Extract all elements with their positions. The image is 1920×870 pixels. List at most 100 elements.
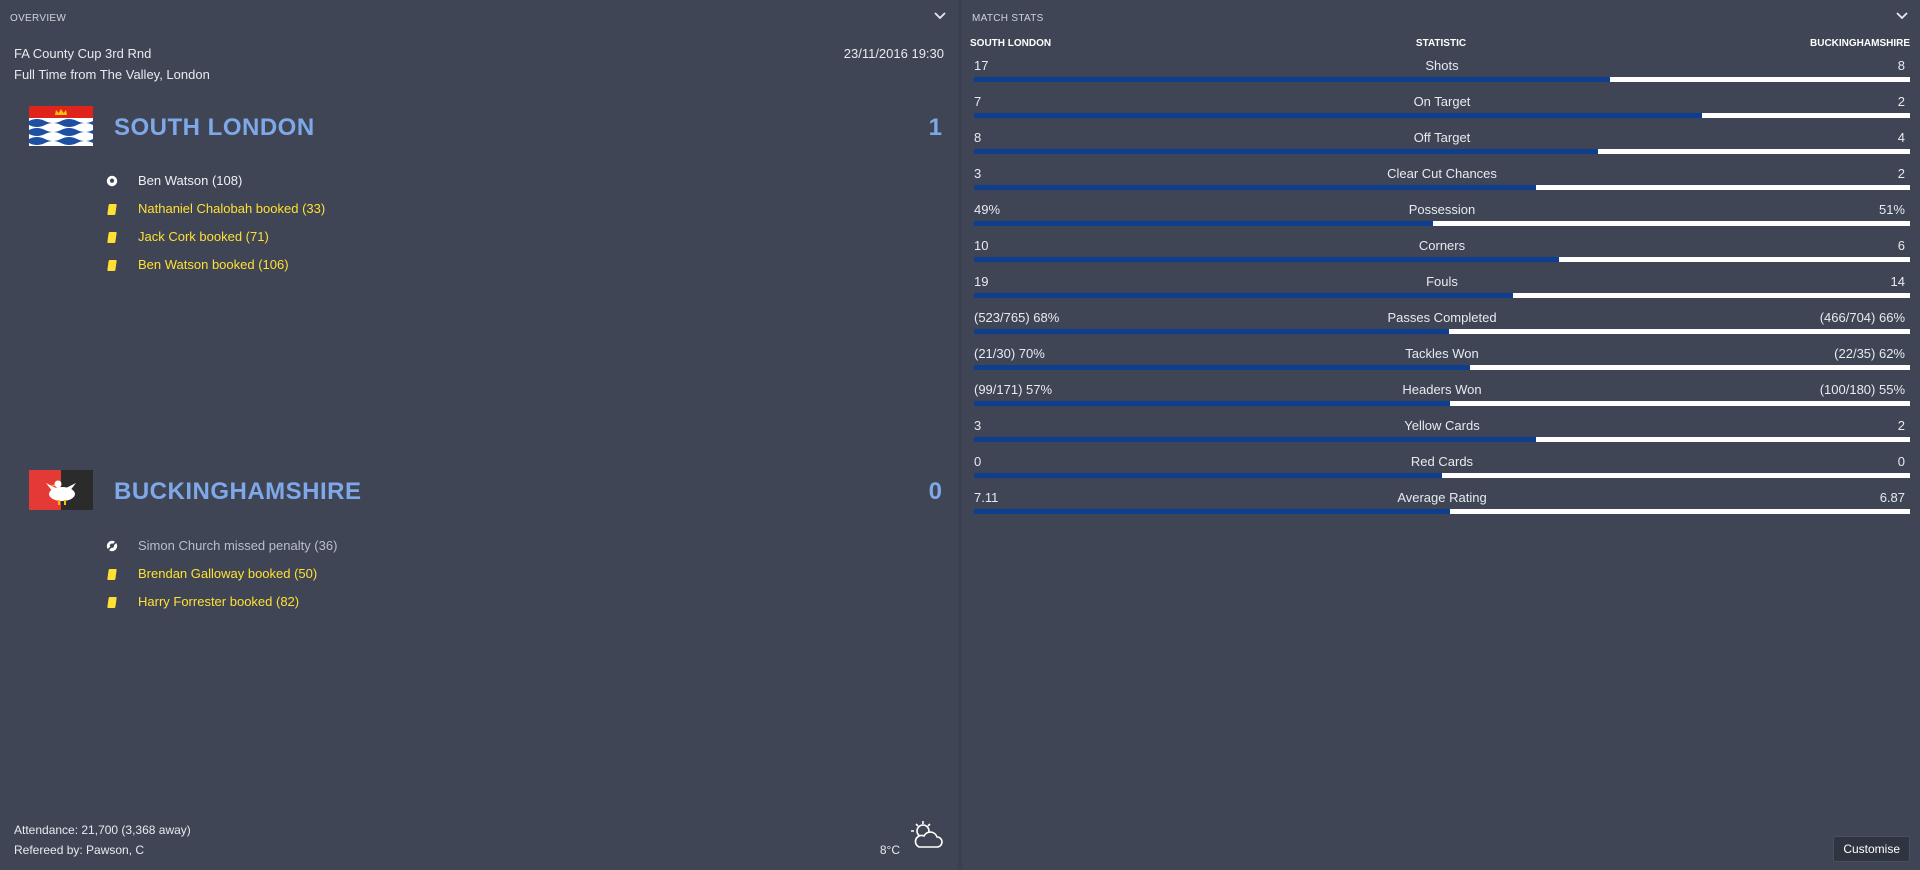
stat-home-share-fill (974, 329, 1449, 334)
stat-home-share-fill (974, 149, 1599, 154)
stat-home-value: 8 (974, 130, 982, 145)
stat-row[interactable]: (523/765) 68% Passes Completed (466/704) 6… (974, 309, 1910, 345)
stat-away-value: 51% (1878, 202, 1905, 217)
stat-home-share-fill (974, 401, 1451, 406)
stat-home-value: 3 (974, 418, 982, 433)
yellow-card-icon (106, 596, 118, 608)
stat-away-value: (100/180) 55% (1819, 382, 1905, 397)
event-item[interactable]: Jack Cork booked (71) (0, 224, 900, 252)
stat-home-share-fill (974, 437, 1536, 442)
stat-comparison-bar (974, 509, 1910, 514)
stat-home-value: 19 (974, 274, 989, 289)
referee-label[interactable]: Refereed by: Pawson, C (14, 843, 145, 857)
south-london-flag-icon[interactable] (29, 106, 93, 146)
stat-name: Tackles Won (1405, 346, 1479, 361)
stat-home-share-fill (974, 185, 1536, 190)
stat-name: Corners (1418, 238, 1466, 253)
stat-row[interactable]: 7.11 Average Rating 6.87 (974, 489, 1910, 525)
stat-away-value: 2 (1897, 418, 1905, 433)
stat-home-share-fill (974, 113, 1703, 118)
away-events-list: Simon Church missed penalty (36) Brendan… (0, 533, 900, 617)
event-item[interactable]: Ben Watson (108) (0, 168, 900, 196)
stat-comparison-bar (974, 473, 1910, 478)
home-team-name[interactable]: SOUTH LONDON (114, 114, 315, 141)
customise-button[interactable]: Customise (1833, 836, 1910, 862)
stat-home-share-fill (974, 509, 1451, 514)
stat-row[interactable]: (21/30) 70% Tackles Won (22/35) 62% (974, 345, 1910, 381)
away-team-score: 0 (928, 478, 942, 505)
stat-home-value: (21/30) 70% (974, 346, 1045, 361)
venue-label: Full Time from The Valley, London (14, 67, 210, 82)
overview-panel: OVERVIEW FA County Cup 3rd Rnd Full Time… (0, 0, 958, 870)
stat-comparison-bar (974, 401, 1910, 406)
stat-row[interactable]: 3 Clear Cut Chances 2 (974, 165, 1910, 201)
stat-row[interactable]: 8 Off Target 4 (974, 129, 1910, 165)
stat-row[interactable]: (99/171) 57% Headers Won (100/180) 55% (974, 381, 1910, 417)
event-item[interactable]: Nathaniel Chalobah booked (33) (0, 196, 900, 224)
stat-home-value: 0 (974, 454, 982, 469)
stat-name: Off Target (1413, 130, 1471, 145)
chevron-down-icon[interactable] (932, 8, 948, 24)
stat-comparison-bar (974, 185, 1910, 190)
stat-row[interactable]: 49% Possession 51% (974, 201, 1910, 237)
event-item[interactable]: Harry Forrester booked (82) (0, 589, 900, 617)
stat-home-share-fill (974, 221, 1433, 226)
stat-name: On Target (1413, 94, 1471, 109)
stat-row[interactable]: 17 Shots 8 (974, 57, 1910, 93)
missed-penalty-icon (106, 540, 118, 552)
stat-away-value: (22/35) 62% (1834, 346, 1905, 361)
yellow-card-icon (106, 568, 118, 580)
stat-home-value: (99/171) 57% (974, 382, 1053, 397)
event-text: Jack Cork booked (71) (138, 229, 269, 244)
attendance-label: Attendance: 21,700 (3,368 away) (14, 823, 191, 837)
event-item[interactable]: Simon Church missed penalty (36) (0, 533, 900, 561)
event-text: Harry Forrester booked (82) (138, 594, 300, 609)
column-header-home[interactable]: SOUTH LONDON (970, 38, 1052, 49)
stat-row[interactable]: 3 Yellow Cards 2 (974, 417, 1910, 453)
stat-away-value: 14 (1890, 274, 1905, 289)
stat-row[interactable]: 7 On Target 2 (974, 93, 1910, 129)
stat-away-value: (466/704) 66% (1819, 310, 1905, 325)
stat-away-value: 2 (1897, 94, 1905, 109)
event-item[interactable]: Brendan Galloway booked (50) (0, 561, 900, 589)
chevron-down-icon[interactable] (1894, 8, 1910, 24)
yellow-card-icon (106, 231, 118, 243)
partly-cloudy-icon (911, 821, 943, 848)
event-text: Simon Church missed penalty (36) (138, 538, 338, 553)
stat-comparison-bar (974, 437, 1910, 442)
match-stats-title: MATCH STATS (972, 13, 1044, 24)
event-text: Ben Watson booked (106) (138, 257, 289, 272)
stat-comparison-bar (974, 329, 1910, 334)
stat-comparison-bar (974, 113, 1910, 118)
match-datetime: 23/11/2016 19:30 (843, 46, 944, 61)
yellow-card-icon (106, 203, 118, 215)
stat-name: Average Rating (1397, 490, 1487, 505)
event-item[interactable]: Ben Watson booked (106) (0, 252, 900, 280)
stat-home-value: 49% (974, 202, 1001, 217)
ball-icon (106, 175, 118, 187)
away-team-name[interactable]: BUCKINGHAMSHIRE (114, 478, 362, 505)
competition-label[interactable]: FA County Cup 3rd Rnd (14, 46, 152, 61)
stat-home-value: 10 (974, 238, 989, 253)
stat-row[interactable]: 10 Corners 6 (974, 237, 1910, 273)
stat-away-value: 4 (1897, 130, 1905, 145)
stat-comparison-bar (974, 149, 1910, 154)
stat-away-value: 6.87 (1879, 490, 1905, 505)
stat-row[interactable]: 0 Red Cards 0 (974, 453, 1910, 489)
stat-name: Passes Completed (1387, 310, 1497, 325)
stat-row[interactable]: 19 Fouls 14 (974, 273, 1910, 309)
stat-away-value: 6 (1897, 238, 1905, 253)
stat-name: Fouls (1426, 274, 1458, 289)
home-team-score: 1 (928, 114, 942, 141)
stat-away-value: 8 (1897, 58, 1905, 73)
stat-home-share-fill (974, 77, 1611, 82)
stat-comparison-bar (974, 221, 1910, 226)
stat-name: Headers Won (1402, 382, 1482, 397)
stat-home-value: 17 (974, 58, 989, 73)
column-header-away[interactable]: BUCKINGHAMSHIRE (1810, 38, 1910, 49)
buckinghamshire-flag-icon[interactable] (29, 470, 93, 510)
stat-home-share-fill (974, 473, 1442, 478)
column-header-statistic: STATISTIC (1415, 38, 1467, 49)
stat-name: Clear Cut Chances (1387, 166, 1497, 181)
stat-comparison-bar (974, 257, 1910, 262)
